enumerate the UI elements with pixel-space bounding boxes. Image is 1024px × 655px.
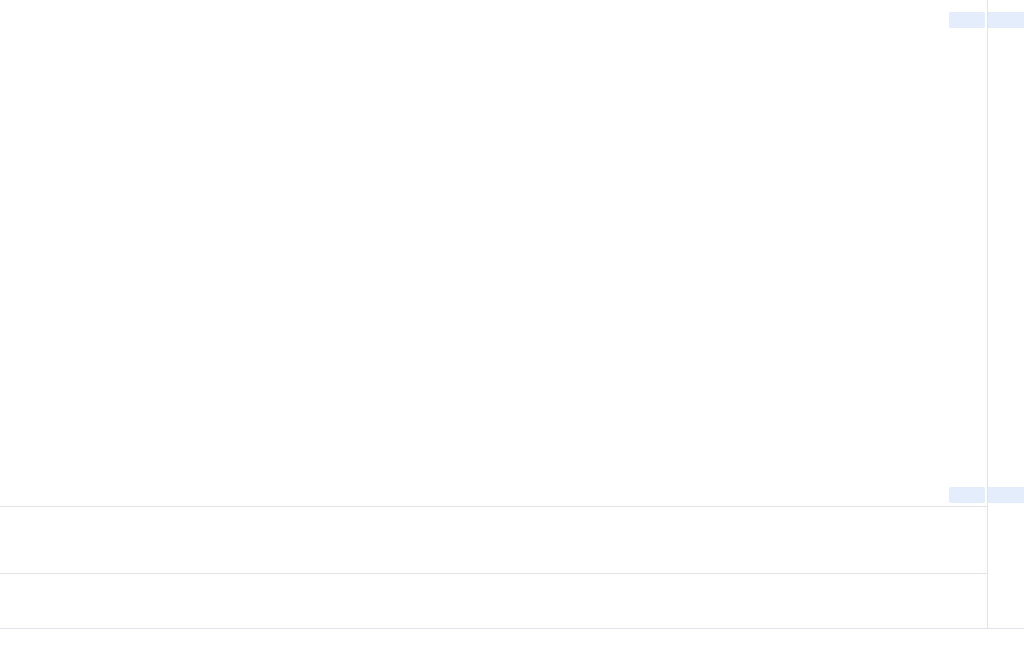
- macd-legend[interactable]: [8, 577, 26, 590]
- pane-separator-macd[interactable]: [0, 573, 1024, 574]
- pane-separator-rsi[interactable]: [0, 506, 1024, 507]
- time-axis[interactable]: [0, 628, 1024, 655]
- price-axis[interactable]: [987, 0, 1024, 628]
- low-price-label: [988, 487, 1024, 503]
- volume-indicator-label[interactable]: [8, 4, 14, 17]
- rsi-legend[interactable]: [8, 509, 20, 522]
- high-tag: [949, 12, 985, 28]
- high-price-label: [988, 12, 1024, 28]
- low-tag: [949, 487, 985, 503]
- symbol-legend[interactable]: [8, 4, 14, 17]
